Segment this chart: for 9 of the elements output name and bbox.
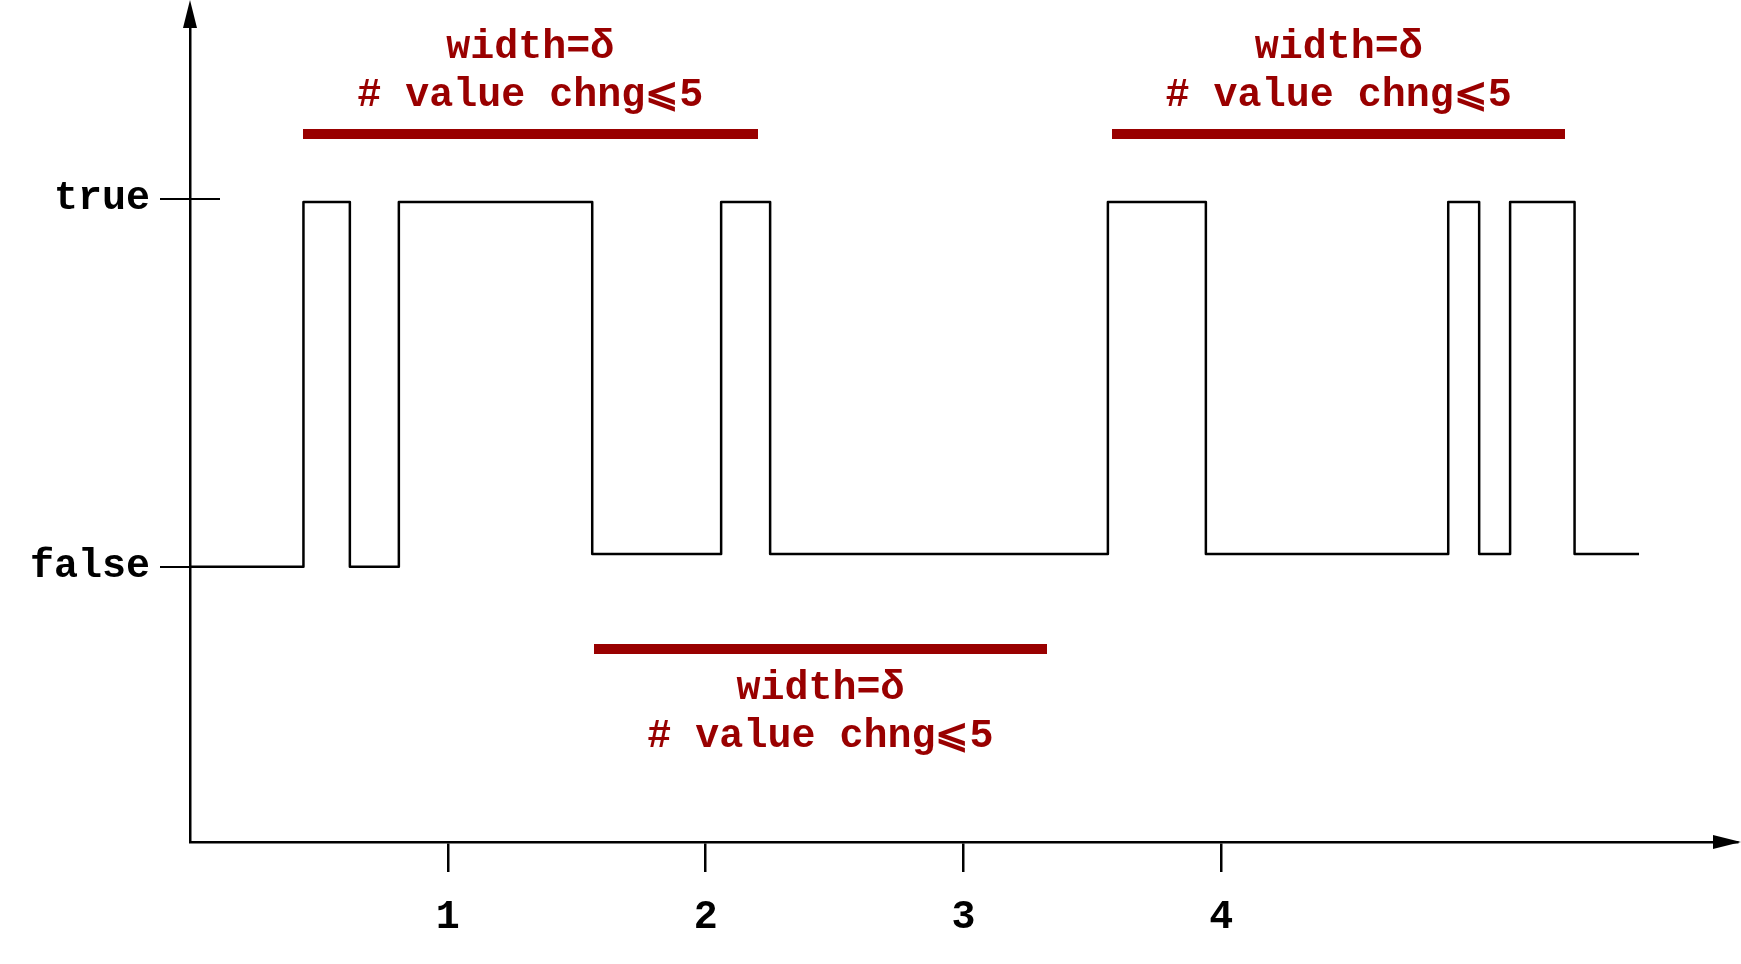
x-tick-label: 2 bbox=[693, 895, 718, 941]
text: width=δ # value chng⩽5 bbox=[357, 23, 704, 120]
x-tick-label: 3 bbox=[951, 895, 976, 941]
annotation: width=δ # value chng⩽5 bbox=[647, 664, 994, 761]
x-tick-label: 1 bbox=[435, 895, 460, 941]
text: width=δ # value chng⩽5 bbox=[1165, 23, 1512, 120]
text: true bbox=[53, 174, 150, 223]
text: false bbox=[29, 542, 150, 591]
x-tick-label: 4 bbox=[1209, 895, 1234, 941]
